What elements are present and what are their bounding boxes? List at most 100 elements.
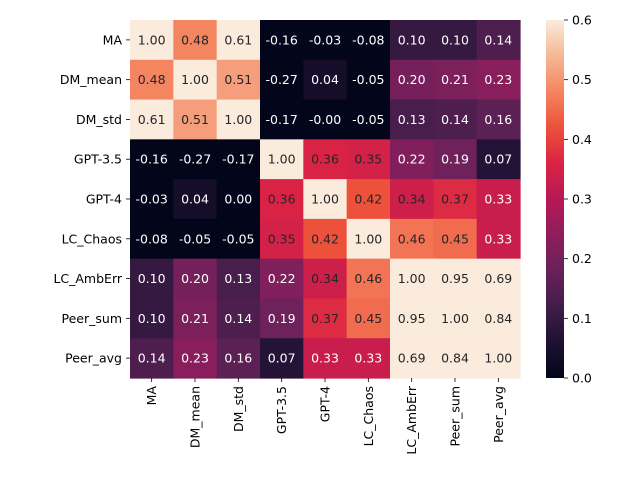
heatmap-cell	[346, 139, 391, 180]
column-label: DM_mean	[188, 386, 203, 448]
heatmap-cell	[476, 59, 521, 101]
heatmap-cell	[216, 258, 261, 300]
heatmap-cell	[433, 139, 478, 180]
heatmap-cell	[476, 218, 521, 260]
cell-value-label: 1.00	[441, 311, 469, 326]
cell-value-label: 0.14	[441, 112, 469, 127]
heatmap-cell	[216, 338, 261, 379]
cell-value-label: 0.13	[398, 112, 426, 127]
cell-value-label: 0.69	[398, 351, 426, 366]
cell-value-label: 0.14	[138, 351, 166, 366]
cell-value-label: 0.36	[311, 152, 339, 167]
heatmap-cell	[173, 218, 218, 260]
heatmap-cell	[346, 218, 391, 260]
cell-value-label: 0.34	[311, 271, 339, 286]
heatmap-cell	[130, 139, 174, 180]
heatmap-cell	[433, 99, 478, 140]
heatmap-cell	[390, 218, 434, 260]
cell-value-label: -0.05	[222, 231, 254, 246]
cell-value-label: 0.07	[268, 351, 296, 366]
cell-value-label: -0.08	[352, 32, 384, 47]
heatmap-cell	[173, 139, 218, 180]
heatmap-cell	[260, 20, 304, 61]
heatmap-cell	[476, 298, 521, 339]
heatmap-cell	[433, 298, 478, 339]
heatmap-cell	[476, 99, 521, 140]
cell-value-label: 1.00	[354, 231, 382, 246]
cell-value-label: 0.10	[138, 311, 166, 326]
heatmap-cell	[303, 179, 348, 220]
cell-value-label: 0.33	[311, 351, 339, 366]
cell-value-label: 0.14	[484, 32, 512, 47]
heatmap-cell	[216, 179, 261, 220]
row-label: GPT-4	[86, 192, 122, 207]
cell-value-label: -0.27	[265, 72, 297, 87]
row-label: GPT-3.5	[74, 152, 122, 167]
heatmap-cell	[130, 179, 174, 220]
colorbar-tick-label: 0.3	[572, 192, 592, 207]
heatmap-cell	[216, 99, 261, 140]
heatmap-cell	[260, 258, 304, 300]
heatmap-cell	[346, 99, 391, 140]
heatmap-cell	[303, 298, 348, 339]
heatmap-cell	[390, 99, 434, 140]
cell-value-label: 0.46	[398, 231, 426, 246]
cell-value-label: 0.95	[441, 271, 469, 286]
heatmap-cell	[346, 258, 391, 300]
cell-value-label: 0.45	[441, 231, 469, 246]
heatmap-cell	[303, 139, 348, 180]
heatmap-cell	[433, 338, 478, 379]
heatmap-cell	[260, 179, 304, 220]
cell-value-label: 0.33	[484, 192, 512, 207]
cell-value-label: 0.84	[484, 311, 512, 326]
heatmap-cell	[390, 298, 434, 339]
heatmap-cell	[476, 20, 521, 61]
cell-value-label: 0.16	[484, 112, 512, 127]
heatmap-cell	[303, 218, 348, 260]
row-label: DM_std	[76, 112, 122, 127]
heatmap-cell	[260, 218, 304, 260]
heatmap-cell	[130, 338, 174, 379]
cell-value-label: 0.22	[398, 152, 426, 167]
colorbar-gradient	[546, 20, 564, 378]
cell-value-label: 0.16	[224, 351, 252, 366]
heatmap-cell	[260, 59, 304, 101]
cell-value-label: 0.48	[181, 32, 209, 47]
heatmap-cell	[173, 179, 218, 220]
heatmap-cell	[130, 99, 174, 140]
heatmap-cell	[173, 298, 218, 339]
cell-value-label: 0.35	[268, 231, 296, 246]
heatmap-cell	[260, 99, 304, 140]
heatmap-cell	[260, 139, 304, 180]
cell-value-label: -0.05	[352, 72, 384, 87]
heatmap-cell	[346, 298, 391, 339]
cell-value-label: -0.00	[309, 112, 341, 127]
cell-value-label: 0.69	[484, 271, 512, 286]
heatmap-cell	[260, 338, 304, 379]
heatmap-cell	[390, 139, 434, 180]
cell-value-label: 0.14	[224, 311, 252, 326]
cell-value-label: 0.19	[268, 311, 296, 326]
cell-value-label: 1.00	[311, 192, 339, 207]
cell-value-label: -0.08	[135, 231, 167, 246]
heatmap-cell	[476, 179, 521, 220]
cell-value-label: 0.37	[311, 311, 339, 326]
column-label: DM_std	[231, 386, 246, 432]
cell-value-label: 0.19	[441, 152, 469, 167]
column-label: MA	[144, 386, 159, 406]
colorbar-tick-label: 0.5	[572, 72, 592, 87]
colorbar-tick-label: 0.6	[572, 13, 592, 28]
cell-value-label: 0.42	[354, 192, 382, 207]
column-label: Peer_sum	[448, 386, 463, 446]
heatmap-cell	[130, 218, 174, 260]
heatmap-cell	[130, 20, 174, 61]
heatmap-cell	[476, 258, 521, 300]
cell-value-label: 0.23	[181, 351, 209, 366]
cell-value-label: 0.35	[354, 152, 382, 167]
heatmap-cells: 1.00 0.48 0.61 -0.16 -0.03 -0.08 0.10 0.10 0.14 0…	[130, 20, 521, 379]
cell-value-label: -0.05	[179, 231, 211, 246]
cell-value-label: 1.00	[181, 72, 209, 87]
cell-value-label: 1.00	[138, 32, 166, 47]
cell-value-label: -0.17	[222, 152, 254, 167]
heatmap-cell	[346, 179, 391, 220]
